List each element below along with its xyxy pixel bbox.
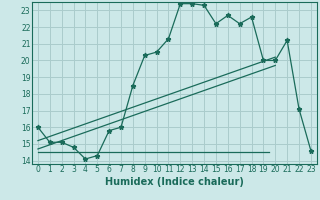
X-axis label: Humidex (Indice chaleur): Humidex (Indice chaleur) xyxy=(105,177,244,187)
